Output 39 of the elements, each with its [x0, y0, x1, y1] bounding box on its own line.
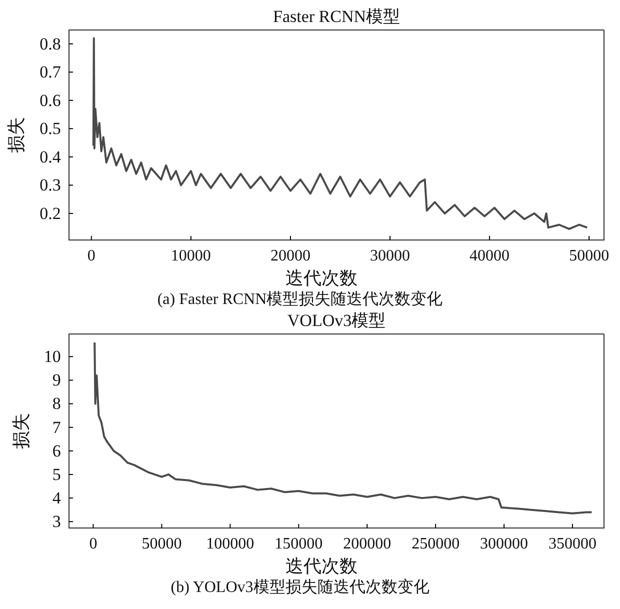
y-axis-title: 损失	[6, 117, 26, 153]
x-tick-label: 40000	[470, 248, 510, 265]
y-tick-label: 3	[52, 512, 61, 532]
x-tick-label: 350000	[548, 536, 597, 553]
x-tick-label: 300000	[480, 536, 528, 553]
x-tick-label: 200000	[343, 536, 392, 553]
x-tick-label: 10000	[170, 248, 211, 265]
y-tick-label: 8	[52, 394, 61, 414]
y-tick-label: 6	[52, 441, 61, 460]
y-tick-label: 0.6	[40, 90, 61, 110]
chart-title: Faster RCNN模型	[272, 7, 400, 26]
x-tick-label: 50000	[569, 248, 610, 265]
y-tick-label: 5	[52, 464, 61, 484]
y-tick-label: 4	[52, 488, 62, 508]
y-tick-label: 0.7	[40, 62, 62, 82]
x-axis-title: 迭代次数	[286, 268, 358, 288]
y-tick-label: 0.8	[40, 34, 61, 54]
x-tick-label: 150000	[274, 536, 323, 553]
x-tick-label: 50000	[142, 536, 182, 553]
line-series	[94, 341, 593, 514]
y-tick-label: 0.2	[40, 204, 61, 223]
y-tick-label: 9	[52, 370, 61, 390]
x-tick-label: 100000	[206, 536, 254, 553]
x-tick-label: 0	[87, 248, 96, 265]
x-tick-label: 0	[89, 536, 98, 553]
x-tick-label: 20000	[270, 248, 310, 265]
y-tick-label: 0.4	[40, 147, 62, 166]
text: (a) Faster RCNN模型损失随迭代次数变化	[157, 290, 443, 308]
y-tick-label: 7	[52, 418, 62, 437]
y-tick-label: 0.3	[40, 176, 61, 195]
line-series	[92, 37, 588, 230]
x-tick-label: 30000	[370, 248, 410, 265]
x-axis-title: 迭代次数	[286, 556, 358, 576]
y-tick-label: 10	[44, 347, 61, 366]
text: (b) YOLOv3模型损失随迭代次数变化	[170, 578, 430, 596]
chart-title: VOLOv3模型	[287, 311, 386, 330]
x-tick-label: 250000	[412, 536, 460, 553]
y-tick-label: 0.5	[40, 119, 61, 138]
y-axis-title: 损失	[11, 413, 31, 449]
